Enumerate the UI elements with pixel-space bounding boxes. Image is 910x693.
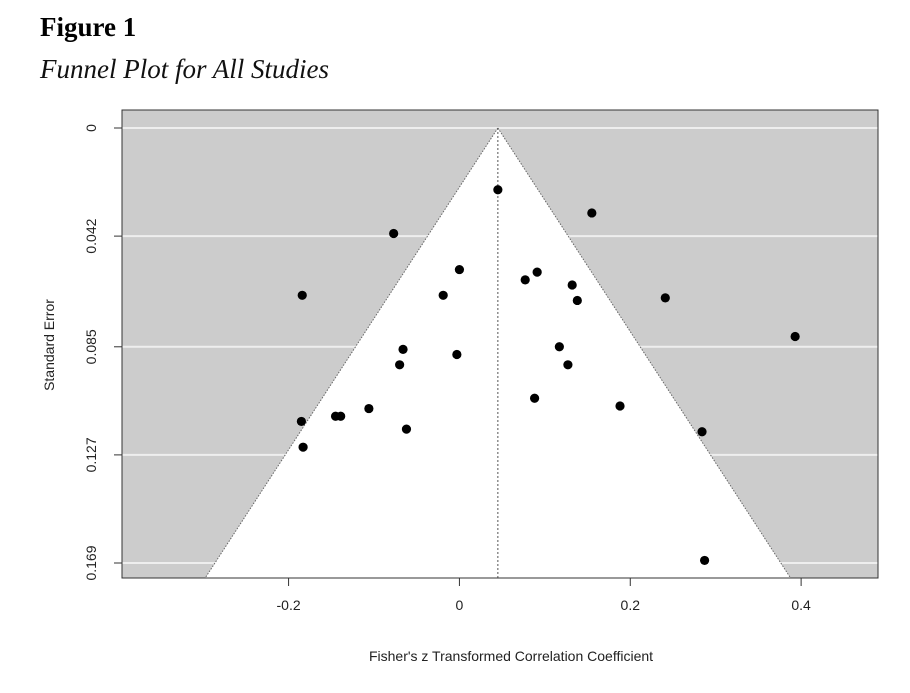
- y-axis-title: Standard Error: [41, 299, 57, 391]
- data-point-15: [395, 360, 405, 370]
- funnel-edge-right: [497, 127, 791, 579]
- data-point-26: [699, 555, 710, 566]
- data-point-0: [493, 185, 503, 195]
- data-point-9: [660, 293, 670, 303]
- data-point-19: [364, 403, 374, 414]
- data-point-13: [398, 344, 408, 354]
- data-point-18: [615, 401, 625, 411]
- data-point-8: [438, 290, 448, 300]
- data-point-23: [401, 424, 412, 434]
- data-point-10: [572, 295, 582, 306]
- data-point-4: [532, 267, 542, 277]
- x-axis-title: Fisher's z Transformed Correlation Coeff…: [369, 648, 653, 664]
- y-tick-label-2: 0.085: [83, 329, 99, 364]
- y-tick-label-4: 0.169: [83, 545, 99, 580]
- data-point-7: [297, 290, 307, 300]
- data-point-22: [296, 416, 306, 427]
- data-point-3: [454, 264, 465, 275]
- x-axis: -0.2 0 0.2 0.4: [277, 577, 811, 613]
- x-tick-label-1: 0: [456, 597, 464, 613]
- data-point-11: [790, 331, 800, 342]
- data-point-24: [697, 427, 707, 437]
- data-point-1: [587, 208, 597, 218]
- data-point-5: [520, 275, 530, 285]
- x-tick-label-0: -0.2: [277, 597, 301, 613]
- y-tick-label-3: 0.127: [83, 437, 99, 472]
- y-tick-label-0: 0: [83, 124, 99, 132]
- y-axis: 0 0.042 0.085 0.127 0.169: [83, 124, 123, 581]
- funnel-edge-left: [204, 127, 499, 579]
- x-tick-label-2: 0.2: [621, 597, 641, 613]
- data-point-2: [389, 228, 399, 239]
- data-point-16: [563, 360, 573, 370]
- figure-label: Figure 1: [40, 12, 137, 42]
- data-point-17: [529, 393, 540, 403]
- data-point-12: [554, 342, 564, 352]
- data-point-14: [452, 349, 462, 360]
- data-point-6: [567, 280, 577, 290]
- funnel-edges: [204, 127, 791, 579]
- y-tick-label-1: 0.042: [83, 218, 99, 253]
- x-tick-label-3: 0.4: [791, 597, 811, 613]
- data-points: [296, 185, 800, 566]
- data-point-21: [336, 411, 346, 421]
- figure-title: Funnel Plot for All Studies: [40, 54, 329, 84]
- data-point-25: [298, 442, 308, 452]
